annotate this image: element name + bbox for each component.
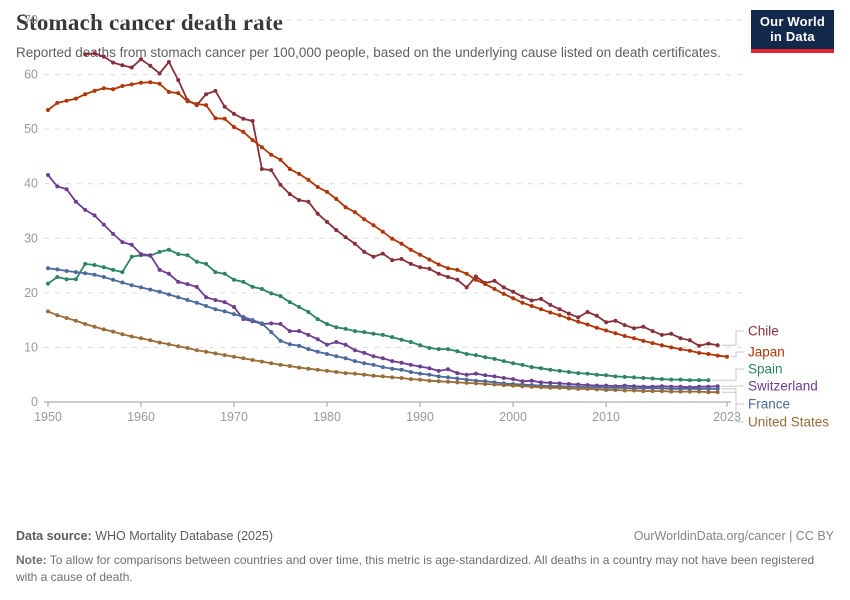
series-label-chile[interactable]: Chile (748, 324, 779, 339)
series-markers-chile (83, 51, 720, 348)
series-markers-united-states (46, 309, 720, 395)
label-connector-united-states (721, 391, 744, 423)
x-tick-label-1970: 1970 (220, 410, 248, 424)
chart-note: Note: To allow for comparisons between c… (16, 552, 834, 586)
x-tick-label-2023: 2023 (713, 410, 741, 424)
series-markers-switzerland (46, 173, 720, 390)
owid-logo-line2: in Data (770, 28, 815, 44)
data-source-label: Data source: (16, 529, 92, 543)
series-label-france[interactable]: France (748, 397, 790, 412)
chart-footer: Data source: WHO Mortality Database (202… (16, 529, 834, 543)
line-chart: 0 10 20 30 40 50 60 70 1950 1960 1970 1980 1990 2000 2… (24, 13, 829, 430)
series-label-spain[interactable]: Spain (748, 362, 783, 377)
x-tick-label-1960: 1960 (127, 410, 155, 424)
series-label-japan[interactable]: Japan (748, 345, 785, 360)
series-line-chile[interactable] (85, 52, 718, 347)
y-tick-label-40: 40 (24, 177, 38, 191)
y-tick-label-10: 10 (24, 340, 38, 354)
note-text: To allow for comparisons between countri… (16, 553, 815, 584)
series-label-united-states[interactable]: United States (748, 415, 829, 430)
x-tick-label-2010: 2010 (592, 410, 620, 424)
owid-logo[interactable]: Our World in Data (750, 10, 834, 53)
x-tick-label-1990: 1990 (406, 410, 434, 424)
label-connector-chile (721, 330, 744, 346)
note-label: Note: (16, 553, 47, 567)
series-line-france[interactable] (47, 267, 718, 390)
x-tick-label-1980: 1980 (313, 410, 341, 424)
series-line-spain[interactable] (47, 248, 709, 382)
chart-subtitle: Reported deaths from stomach cancer per … (16, 45, 721, 60)
label-connector-japan (731, 351, 744, 358)
y-tick-label-60: 60 (24, 68, 38, 82)
x-tick-label-2000: 2000 (499, 410, 527, 424)
series-line-switzerland[interactable] (47, 174, 718, 389)
y-tick-label-0: 0 (31, 395, 38, 409)
x-tick-label-1950: 1950 (34, 410, 62, 424)
y-tick-label-70: 70 (24, 13, 38, 27)
y-tick-label-30: 30 (24, 231, 38, 245)
series-markers-spain (46, 247, 711, 383)
chart-header: Stomach cancer death rate Reported death… (16, 10, 730, 63)
license-link[interactable]: OurWorldinData.org/cancer | CC BY (633, 529, 834, 543)
page-title: Stomach cancer death rate (16, 10, 284, 35)
series-markers-france (46, 266, 720, 391)
y-tick-label-50: 50 (24, 122, 38, 136)
data-source-text: WHO Mortality Database (2025) (91, 529, 274, 543)
owid-logo-line1: Our World (759, 14, 825, 29)
label-connector-spain (712, 368, 744, 381)
data-source: Data source: WHO Mortality Database (202… (16, 529, 273, 543)
series-label-switzerland[interactable]: Switzerland (748, 379, 818, 394)
series-markers-japan (46, 80, 729, 359)
y-tick-label-20: 20 (24, 286, 38, 300)
series-line-japan[interactable] (47, 81, 728, 358)
series-line-united-states[interactable] (47, 310, 718, 394)
